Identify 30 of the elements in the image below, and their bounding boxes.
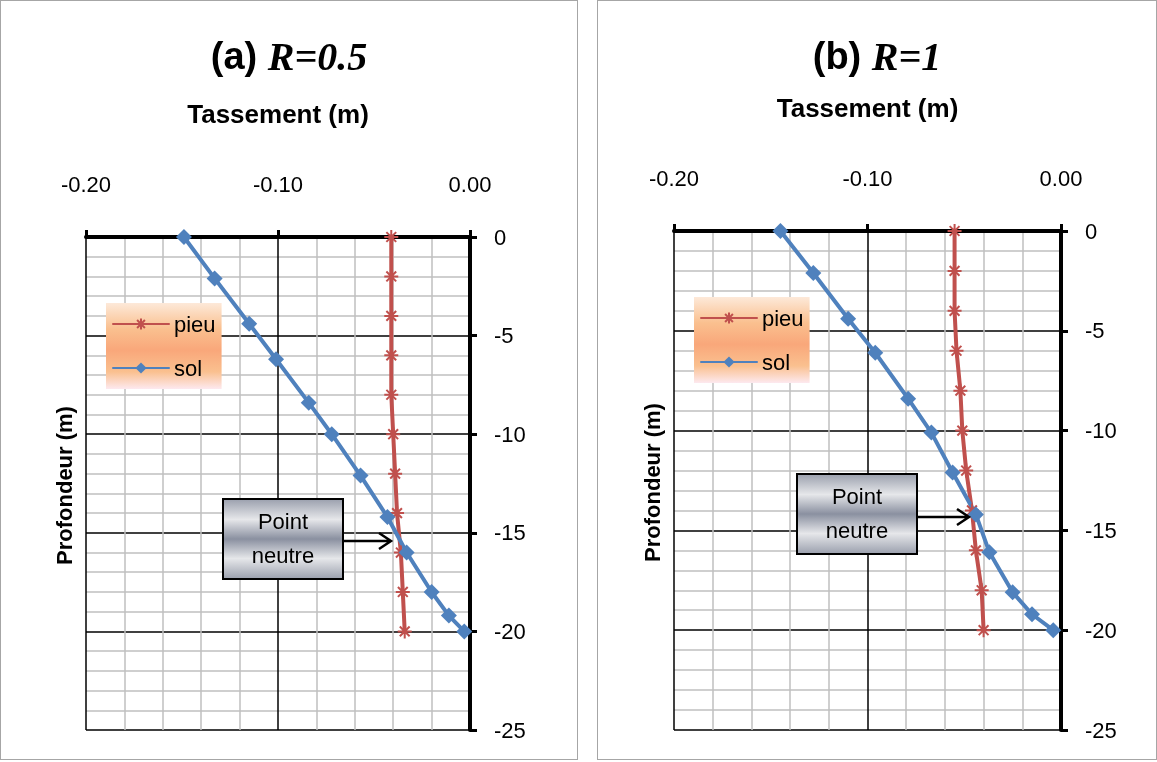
y-tick-label: -5 bbox=[1085, 318, 1105, 344]
y-tick-label: -15 bbox=[494, 520, 526, 546]
y-tick-label: -25 bbox=[1085, 717, 1117, 743]
x-axis-title: Tassement (m) bbox=[776, 93, 959, 123]
x-axis-title: Tassement (m) bbox=[187, 99, 369, 129]
annotation: Point neutre bbox=[222, 498, 344, 580]
y-tick-label: 0 bbox=[1085, 218, 1098, 244]
legend-label: pieu bbox=[174, 311, 216, 337]
legend-label: pieu bbox=[762, 305, 804, 331]
legend-label: sol bbox=[762, 349, 791, 375]
y-axis-title: Profondeur (m) bbox=[51, 406, 77, 565]
x-tick-label: -0.20 bbox=[648, 165, 700, 191]
x-tick-label: 0.00 bbox=[1039, 165, 1083, 191]
x-tick-label: -0.20 bbox=[60, 171, 112, 197]
y-axis-title: Profondeur (m) bbox=[639, 403, 665, 562]
y-tick-label: -10 bbox=[1085, 418, 1117, 444]
y-tick-label: 0 bbox=[494, 224, 507, 250]
x-tick-label: -0.10 bbox=[252, 171, 304, 197]
y-tick-label: -25 bbox=[494, 717, 526, 743]
legend-label: sol bbox=[174, 355, 203, 381]
y-tick-label: -15 bbox=[1085, 517, 1117, 543]
chart-title: (a) R=0.5 bbox=[210, 33, 368, 79]
y-tick-label: -20 bbox=[1085, 617, 1117, 643]
y-tick-label: -5 bbox=[494, 323, 514, 349]
y-tick-label: -10 bbox=[494, 421, 526, 447]
x-tick-label: 0.00 bbox=[448, 171, 492, 197]
chart-title: (b) R=1 bbox=[812, 33, 942, 79]
annotation: Point neutre bbox=[796, 473, 918, 555]
x-tick-label: -0.10 bbox=[842, 165, 893, 191]
y-tick-label: -20 bbox=[494, 618, 526, 644]
